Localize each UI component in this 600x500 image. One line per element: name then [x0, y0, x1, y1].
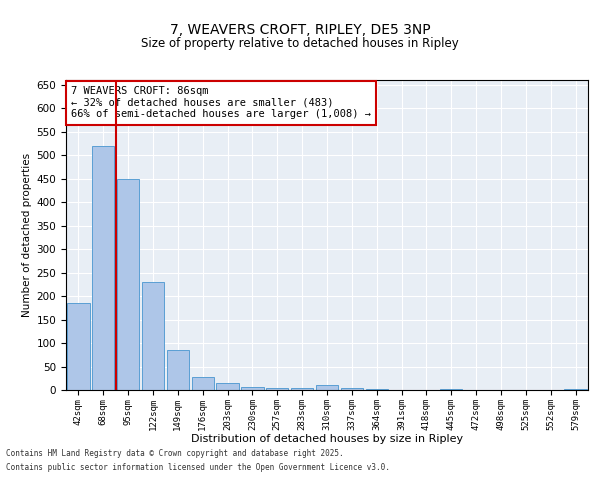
Bar [167, 350, 189, 390]
Text: 7 WEAVERS CROFT: 86sqm
← 32% of detached houses are smaller (483)
66% of semi-de: 7 WEAVERS CROFT: 86sqm ← 32% of detached… [71, 86, 371, 120]
Bar [117, 178, 139, 390]
Y-axis label: Number of detached properties: Number of detached properties [22, 153, 32, 317]
Text: Contains public sector information licensed under the Open Government Licence v3: Contains public sector information licen… [6, 464, 390, 472]
Text: 7, WEAVERS CROFT, RIPLEY, DE5 3NP: 7, WEAVERS CROFT, RIPLEY, DE5 3NP [170, 22, 430, 36]
Bar [67, 303, 89, 390]
Bar [291, 388, 313, 390]
Bar [191, 377, 214, 390]
Text: Contains HM Land Registry data © Crown copyright and database right 2025.: Contains HM Land Registry data © Crown c… [6, 448, 344, 458]
Bar [440, 389, 463, 390]
Text: Size of property relative to detached houses in Ripley: Size of property relative to detached ho… [141, 38, 459, 51]
Bar [365, 389, 388, 390]
X-axis label: Distribution of detached houses by size in Ripley: Distribution of detached houses by size … [191, 434, 463, 444]
Bar [341, 388, 363, 390]
Bar [92, 146, 115, 390]
Bar [142, 282, 164, 390]
Bar [217, 383, 239, 390]
Bar [316, 386, 338, 390]
Bar [565, 389, 587, 390]
Bar [241, 386, 263, 390]
Bar [266, 388, 289, 390]
